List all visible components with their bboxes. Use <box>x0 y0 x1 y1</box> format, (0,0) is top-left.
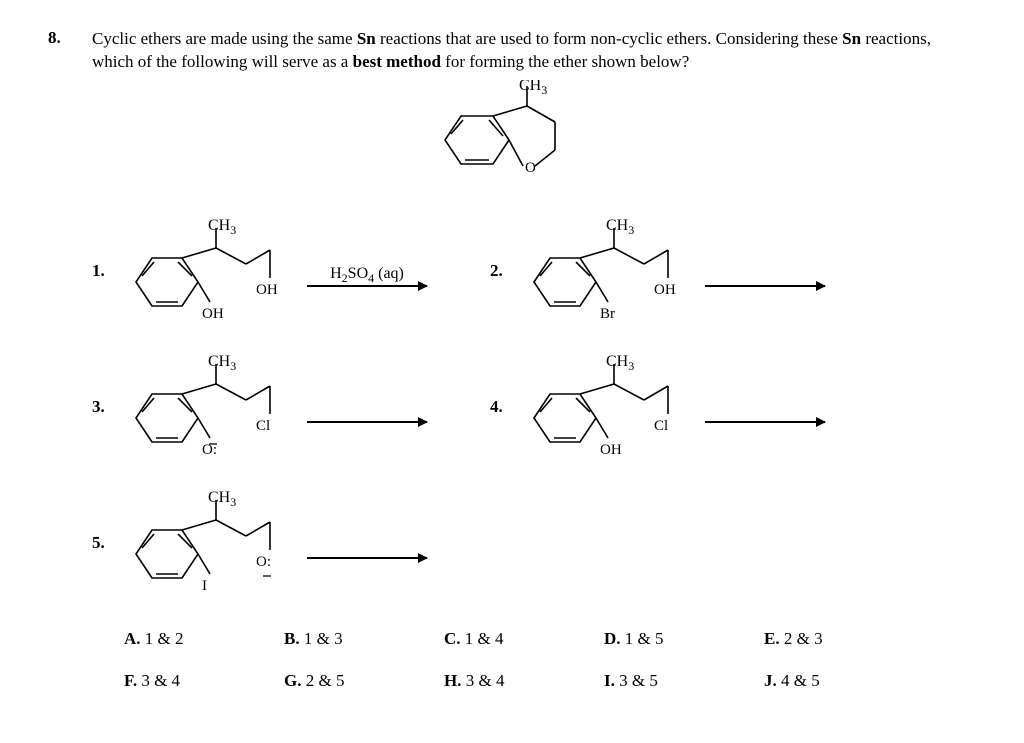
arrow-icon <box>705 285 825 287</box>
answer-choice: F. 3 & 4 <box>124 671 284 691</box>
option-label: 3. <box>92 345 124 417</box>
svg-text:CH3: CH3 <box>208 489 236 509</box>
svg-text:CH3: CH3 <box>208 353 236 373</box>
arrow-icon <box>307 285 427 287</box>
answer-text: 1 & 4 <box>461 629 504 648</box>
svg-text:O:: O: <box>256 554 271 570</box>
best-method-bold: best method <box>353 52 441 71</box>
question-row: 8. Cyclic ethers are made using the same… <box>48 28 976 74</box>
answer-text: 2 & 5 <box>301 671 344 690</box>
answer-text: 1 & 5 <box>621 629 664 648</box>
conditions-text: H2SO4 (aq) <box>330 265 404 283</box>
answer-text: 4 & 5 <box>777 671 820 690</box>
svg-text:I: I <box>202 578 207 594</box>
reaction-row-pair: 1. CH3 OH OH H2SO4 (aq) 2. <box>92 209 976 343</box>
answer-choice: I. 3 & 5 <box>604 671 764 691</box>
reaction-row-single: 5. CH3 I O: <box>92 481 976 615</box>
answer-choice: J. 4 & 5 <box>764 671 924 691</box>
answer-text: 1 & 2 <box>141 629 184 648</box>
reaction-arrow <box>292 401 442 423</box>
answer-row: F. 3 & 4G. 2 & 5H. 3 & 4I. 3 & 5J. 4 & 5 <box>124 671 976 691</box>
answer-text: 2 & 3 <box>780 629 823 648</box>
ring-oxygen-label: O <box>525 160 536 176</box>
answer-choice: H. 3 & 4 <box>444 671 604 691</box>
arrow-icon <box>705 421 825 423</box>
prompt-part: for forming the ether shown below? <box>441 52 689 71</box>
answer-letter: J. <box>764 671 777 690</box>
reaction-arrow: H2SO4 (aq) <box>292 265 442 287</box>
question-text: Cyclic ethers are made using the same Sn… <box>92 28 976 74</box>
reaction-arrow <box>292 537 442 559</box>
reaction-arrow <box>690 401 840 423</box>
svg-text:CH3: CH3 <box>606 353 634 373</box>
svg-text:OH: OH <box>256 282 278 298</box>
answer-text: 3 & 5 <box>615 671 658 690</box>
answer-choice: D. 1 & 5 <box>604 629 764 649</box>
sn-bold: Sn <box>842 29 861 48</box>
svg-text:Cl: Cl <box>256 418 270 434</box>
option-label: 2. <box>490 209 522 281</box>
answer-choice: A. 1 & 2 <box>124 629 284 649</box>
reaction-row-pair: 3. CH3 O: Cl 4. <box>92 345 976 479</box>
answer-choice: B. 1 & 3 <box>284 629 444 649</box>
option-label: 4. <box>490 345 522 417</box>
svg-text:OH: OH <box>654 282 676 298</box>
svg-text:OH: OH <box>202 306 224 322</box>
prompt-part: reactions that are used to form non-cycl… <box>376 29 842 48</box>
arrow-icon <box>307 421 427 423</box>
sn-bold: Sn <box>357 29 376 48</box>
ch3-label: CH3 <box>519 80 547 97</box>
arrow-icon <box>307 557 427 559</box>
option-label: 5. <box>92 481 124 553</box>
reaction-options: 1. CH3 OH OH H2SO4 (aq) 2. <box>92 209 976 615</box>
svg-text:CH3: CH3 <box>606 217 634 237</box>
option-structure: CH3 O: Cl <box>124 352 292 472</box>
reaction-arrow <box>690 265 840 287</box>
svg-text:Cl: Cl <box>654 418 668 434</box>
answer-text: 3 & 4 <box>137 671 180 690</box>
option-structure: CH3 I O: <box>124 488 292 608</box>
question-number: 8. <box>48 28 92 74</box>
svg-text:Br: Br <box>600 306 615 322</box>
answer-letter: E. <box>764 629 780 648</box>
answer-choices: A. 1 & 2B. 1 & 3C. 1 & 4D. 1 & 5E. 2 & 3… <box>124 629 976 691</box>
answer-letter: B. <box>284 629 300 648</box>
answer-choice: C. 1 & 4 <box>444 629 604 649</box>
answer-letter: F. <box>124 671 137 690</box>
option-structure: CH3 Br OH <box>522 216 690 336</box>
target-structure: CH3 O <box>48 80 976 205</box>
svg-text:OH: OH <box>600 442 622 458</box>
answer-letter: G. <box>284 671 301 690</box>
answer-row: A. 1 & 2B. 1 & 3C. 1 & 4D. 1 & 5E. 2 & 3 <box>124 629 976 649</box>
prompt-part: Cyclic ethers are made using the same <box>92 29 357 48</box>
answer-text: 3 & 4 <box>461 671 504 690</box>
option-label: 1. <box>92 209 124 281</box>
option-structure: CH3 OH Cl <box>522 352 690 472</box>
answer-text: 1 & 3 <box>300 629 343 648</box>
answer-letter: C. <box>444 629 461 648</box>
target-svg: CH3 O <box>427 80 597 200</box>
answer-letter: A. <box>124 629 141 648</box>
svg-text:CH3: CH3 <box>208 217 236 237</box>
option-structure: CH3 OH OH <box>124 216 292 336</box>
answer-letter: H. <box>444 671 461 690</box>
answer-choice: E. 2 & 3 <box>764 629 924 649</box>
answer-choice: G. 2 & 5 <box>284 671 444 691</box>
answer-letter: D. <box>604 629 621 648</box>
answer-letter: I. <box>604 671 615 690</box>
